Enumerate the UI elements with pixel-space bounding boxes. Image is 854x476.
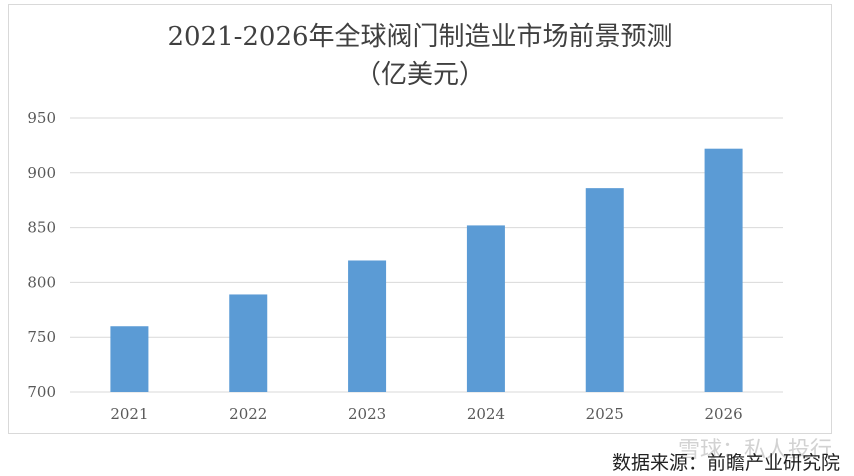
x-tick-label: 2022	[229, 405, 267, 423]
y-tick-label: 950	[27, 109, 56, 127]
x-tick-label: 2023	[348, 405, 386, 423]
y-tick-label: 750	[27, 328, 56, 346]
chart-title: 2021-2026年全球阀门制造业市场前景预测 （亿美元）	[8, 18, 832, 94]
x-tick-label: 2024	[467, 405, 505, 423]
y-tick-label: 800	[27, 273, 56, 291]
bar-2025	[585, 188, 624, 392]
x-axis-labels: 2021 2022 2023 2024 2025 2026	[110, 405, 742, 423]
bar-2023	[348, 260, 387, 392]
bar-2022	[229, 294, 268, 392]
watermark: 雪球：私人投行	[677, 438, 832, 463]
chart-title-line1: 2021-2026年全球阀门制造业市场前景预测	[167, 22, 673, 52]
y-tick-label: 700	[27, 383, 56, 401]
data-source: 数据来源：前瞻产业研究院	[611, 452, 840, 474]
bar-2026	[704, 148, 743, 392]
bar-2021	[110, 326, 149, 392]
x-tick-label: 2026	[704, 405, 742, 423]
bar-2024	[466, 225, 505, 392]
y-tick-label: 900	[27, 164, 56, 182]
bars	[110, 148, 743, 392]
chart-title-line2: （亿美元）	[354, 60, 485, 90]
y-axis-labels: 700 750 800 850 900 950	[27, 109, 56, 401]
gridlines	[70, 117, 783, 393]
x-tick-label: 2025	[586, 405, 624, 423]
y-tick-label: 850	[27, 219, 56, 237]
x-tick-label: 2021	[110, 405, 148, 423]
